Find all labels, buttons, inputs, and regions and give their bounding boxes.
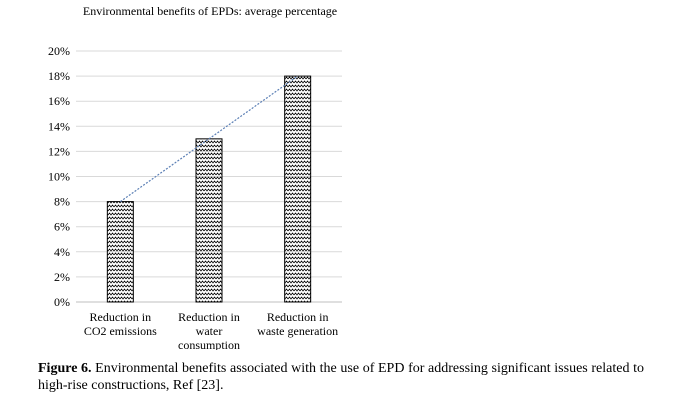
figure-caption: Figure 6. Environmental benefits associa… [38, 360, 644, 394]
y-tick-label: 14% [48, 119, 70, 133]
trendline [119, 75, 299, 203]
x-tick-label: waste generation [257, 324, 338, 338]
x-tick-label: CO2 emissions [84, 324, 157, 338]
y-tick-label: 0% [54, 295, 70, 309]
y-tick-label: 4% [54, 245, 70, 259]
x-tick-label: water [196, 324, 223, 338]
chart: 0% 2% 4% 6% 8% 10% 12% 14% 16% 18% 20% Reduction i… [48, 44, 342, 350]
chart-title: Environmental benefits of EPDs: average … [82, 4, 338, 18]
y-axis-ticks: 0% 2% 4% 6% 8% 10% 12% 14% 16% 18% 20% [48, 44, 70, 309]
bars [106, 75, 312, 303]
y-tick-label: 2% [54, 270, 70, 284]
x-tick-label: Reduction in [178, 310, 240, 324]
y-tick-label: 10% [48, 170, 70, 184]
bar [195, 138, 223, 303]
y-tick-label: 20% [48, 44, 70, 58]
bar [284, 75, 312, 303]
y-tick-label: 12% [48, 144, 70, 158]
x-tick-label: Reduction in [267, 310, 329, 324]
bar [106, 201, 134, 303]
caption-text: Environmental benefits associated with t… [38, 361, 644, 393]
x-tick-label: Reduction in [89, 310, 151, 324]
y-tick-label: 18% [48, 69, 70, 83]
y-tick-label: 8% [54, 195, 70, 209]
y-tick-label: 6% [54, 220, 70, 234]
caption-label: Figure 6. [38, 361, 92, 376]
x-tick-label: consumption [178, 338, 240, 350]
trendline-group [119, 75, 299, 203]
y-tick-label: 16% [48, 94, 70, 108]
